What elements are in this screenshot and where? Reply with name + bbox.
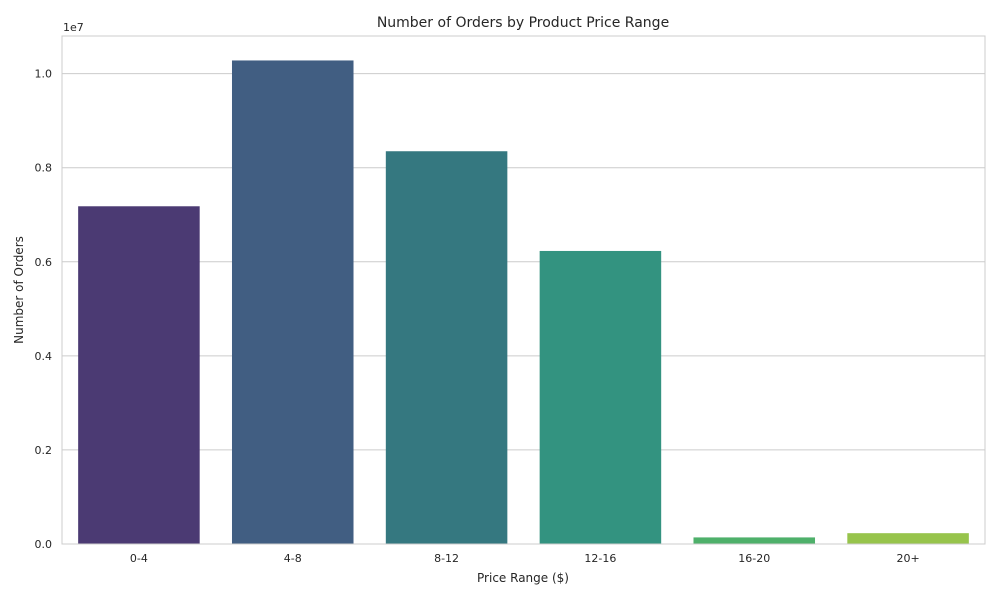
bar-12-16 (539, 250, 662, 544)
y-tick-label: 0.2 (35, 444, 53, 457)
bar-8-12 (385, 151, 508, 545)
x-tick-label: 4-8 (284, 552, 302, 565)
y-tick-label: 0.8 (35, 162, 53, 175)
bar-4-8 (231, 60, 354, 544)
y-tick-labels: 0.0 0.2 0.4 0.6 0.8 1.0 (35, 68, 53, 551)
bar-20+ (847, 533, 969, 544)
y-tick-label: 0.6 (35, 256, 53, 269)
x-tick-label: 0-4 (130, 552, 148, 565)
x-tick-label: 16-20 (738, 552, 770, 565)
bars (78, 60, 969, 545)
x-axis-label: Price Range ($) (477, 571, 569, 585)
y-scale-label: 1e7 (63, 21, 84, 34)
x-tick-labels: 0-4 4-8 8-12 12-16 16-20 20+ (130, 552, 920, 565)
x-tick-label: 8-12 (434, 552, 459, 565)
y-tick-label: 0.4 (35, 350, 53, 363)
y-axis-label: Number of Orders (12, 236, 26, 344)
y-tick-label: 0.0 (35, 538, 53, 551)
y-gridlines (62, 73, 985, 545)
x-tick-label: 20+ (896, 552, 919, 565)
bar-16-20 (693, 537, 816, 544)
plot-frame (61, 35, 986, 545)
chart-title: Number of Orders by Product Price Range (377, 15, 669, 31)
bar-0-4 (78, 206, 200, 544)
x-tick-label: 12-16 (584, 552, 616, 565)
y-tick-label: 1.0 (35, 68, 53, 81)
